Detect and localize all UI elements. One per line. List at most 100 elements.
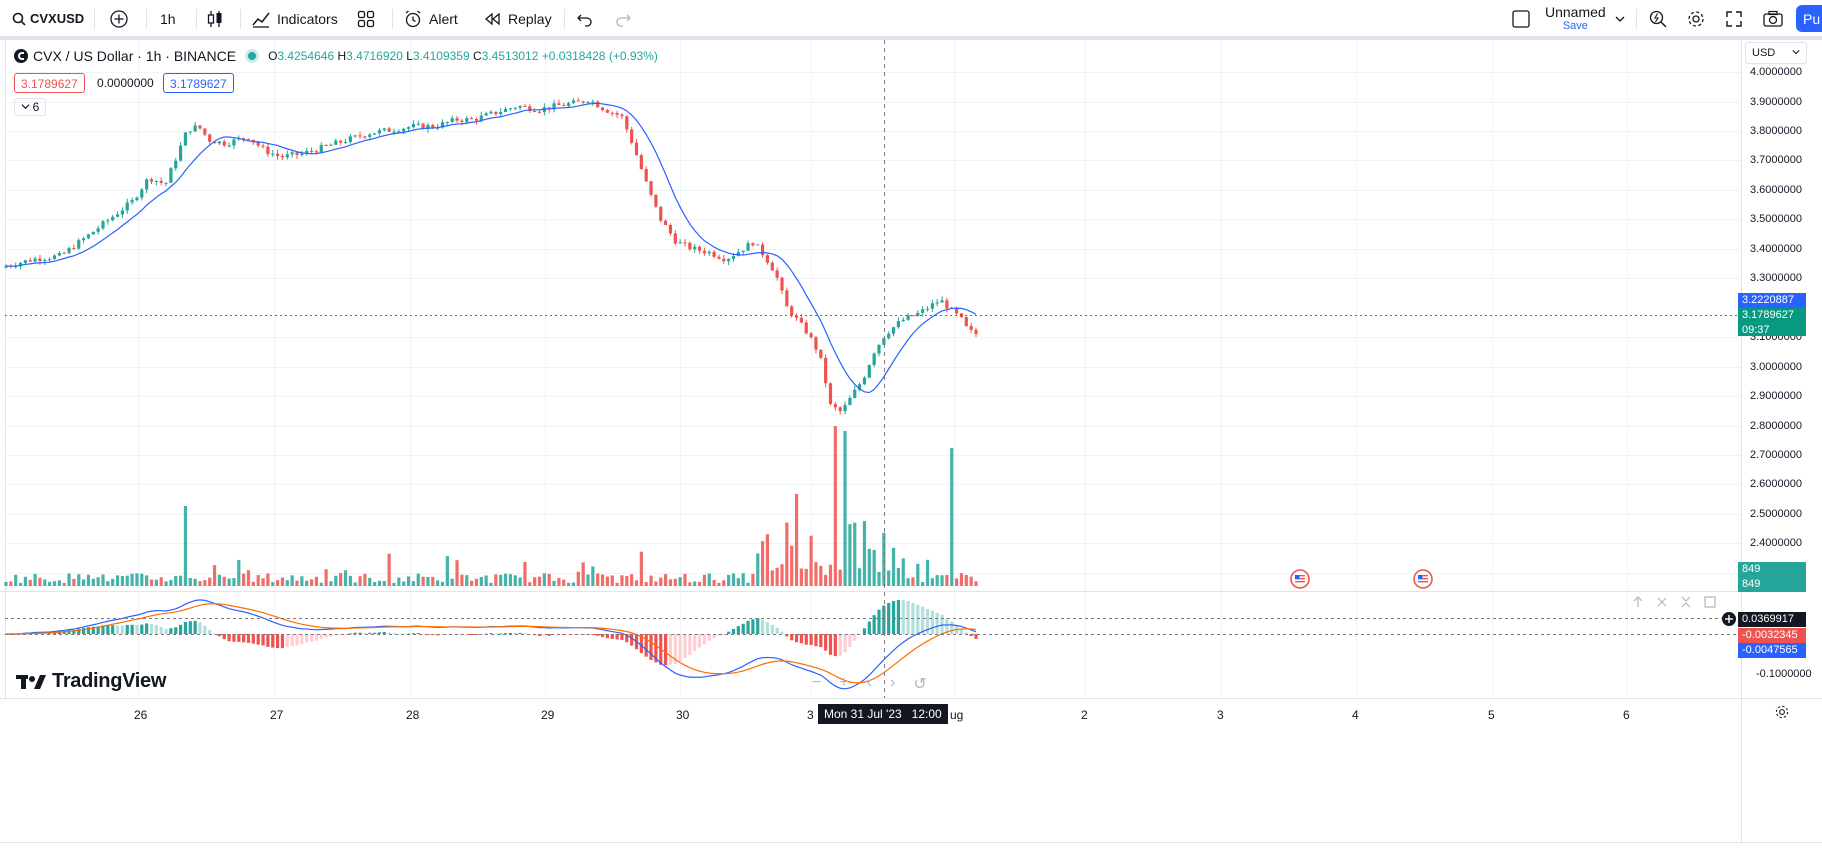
tradingview-logo[interactable]: TradingView: [16, 670, 166, 693]
macd-histogram-bar: [668, 634, 673, 665]
candle-body: [406, 127, 411, 129]
indicators-button[interactable]: Indicators: [251, 0, 338, 37]
time-axis-label: ug: [950, 708, 964, 722]
candle-body: [673, 233, 677, 244]
macd-histogram-bar: [974, 634, 978, 639]
volume-bar: [809, 535, 813, 586]
legend-title[interactable]: CVX / US Dollar · 1h · BINANCE: [33, 48, 237, 64]
volume-bar: [659, 577, 663, 586]
quick-search-button[interactable]: [1648, 0, 1668, 37]
settings-button[interactable]: [1686, 0, 1706, 37]
publish-button[interactable]: Pu: [1796, 5, 1822, 32]
buy-button[interactable]: 3.1789627: [163, 73, 234, 93]
compare-button[interactable]: [109, 0, 129, 37]
replay-button[interactable]: Replay: [484, 0, 552, 37]
scale-settings-icon[interactable]: [1774, 704, 1790, 725]
candle-body: [494, 111, 498, 115]
chart-area[interactable]: CVX / US Dollar · 1h · BINANCE O3.425464…: [0, 40, 1822, 856]
volume-bar: [625, 576, 629, 586]
macd-histogram-bar: [630, 634, 634, 646]
layout-dropdown-button[interactable]: [1614, 0, 1626, 37]
symbol-search-button[interactable]: CVXUSD: [12, 0, 84, 37]
volume-bar: [950, 448, 954, 586]
time-axis-label: 3: [1217, 708, 1224, 722]
zoom-in-icon[interactable]: +: [839, 674, 849, 691]
price-chart[interactable]: [0, 40, 1822, 856]
toolbar-shadow: [0, 37, 1822, 40]
candle-body: [804, 322, 808, 334]
volume-bar: [4, 582, 8, 586]
economic-event-us-flag-icon[interactable]: [1413, 569, 1433, 594]
macd-histogram-bar: [300, 634, 304, 645]
macd-histogram-bar: [169, 628, 173, 634]
candle-body: [111, 216, 115, 221]
interval-label: 1h: [160, 10, 176, 27]
scroll-left-icon[interactable]: ‹: [866, 674, 873, 691]
volume-bars: [4, 426, 978, 586]
volume-bar: [484, 575, 488, 586]
candle-body: [945, 300, 949, 309]
undo-icon: [576, 10, 594, 28]
chart-navigation-controls: − + ‹ › ↺: [812, 674, 927, 694]
macd-histogram-bar: [843, 634, 847, 653]
add-alert-icon[interactable]: [1721, 611, 1737, 632]
chart-legend: CVX / US Dollar · 1h · BINANCE O3.425464…: [14, 48, 658, 64]
zoom-out-icon[interactable]: −: [812, 674, 822, 691]
candle-body: [67, 248, 71, 254]
macd-histogram-bar: [470, 634, 474, 635]
undo-button[interactable]: [576, 0, 594, 37]
volume-bar: [38, 577, 42, 586]
candle-body: [911, 315, 915, 317]
close-pane-icon[interactable]: [1654, 594, 1670, 615]
candle-body: [174, 160, 178, 169]
redo-button[interactable]: [614, 0, 632, 37]
sell-button[interactable]: 3.1789627: [14, 73, 85, 93]
macd-histogram-bar: [717, 634, 721, 636]
publish-label: Pu: [1803, 10, 1821, 27]
economic-event-us-flag-icon[interactable]: [1290, 569, 1310, 594]
candle-body: [373, 133, 377, 135]
macd-histogram-bar: [683, 634, 687, 658]
interval-button[interactable]: 1h: [160, 0, 176, 37]
layout-menu-button[interactable]: Unnamed Save: [1545, 0, 1606, 37]
candle-body: [368, 134, 372, 137]
time-axis-label: 29: [541, 708, 555, 722]
snapshot-button[interactable]: [1762, 0, 1784, 37]
macd-histogram-bar: [179, 624, 183, 634]
volume-bar: [916, 563, 920, 586]
move-pane-up-icon[interactable]: [1630, 594, 1646, 615]
macd-histogram-bar: [916, 604, 920, 634]
reset-chart-icon[interactable]: ↺: [913, 676, 927, 693]
price-axis-label: 2.9000000: [1750, 390, 1802, 402]
macd-histogram-bar: [440, 634, 445, 635]
volume-bar: [256, 575, 260, 586]
alert-button[interactable]: Alert: [403, 0, 458, 37]
macd-histogram-bar: [673, 634, 677, 665]
volume-bar: [343, 570, 348, 586]
price-axis-label: 2.7000000: [1750, 449, 1802, 461]
volume-bar: [547, 573, 551, 586]
macd-histogram: [4, 599, 978, 666]
candle-body: [465, 118, 469, 122]
macd-histogram-bar: [411, 633, 415, 635]
scroll-right-icon[interactable]: ›: [890, 674, 896, 691]
collapse-pane-icon[interactable]: [1678, 594, 1694, 615]
chart-type-button[interactable]: [204, 0, 226, 37]
candle-body: [867, 365, 871, 378]
macd-histogram-bar: [644, 634, 648, 657]
macd-histogram-bar: [382, 631, 386, 634]
maximize-pane-icon[interactable]: [1702, 594, 1718, 615]
currency-selector[interactable]: USD: [1745, 42, 1807, 64]
fullscreen-button[interactable]: [1724, 0, 1744, 37]
volume-bar: [586, 574, 590, 586]
volume-bar: [557, 577, 561, 586]
macd-histogram-bar: [120, 625, 124, 634]
candle-body: [159, 180, 163, 183]
candle-body: [654, 194, 658, 207]
templates-button[interactable]: [356, 0, 376, 37]
layout-checkbox[interactable]: [1511, 0, 1531, 37]
legend-collapse-button[interactable]: 6: [14, 98, 46, 116]
time-axis-label: 6: [1623, 708, 1630, 722]
moving-average-line: [5, 102, 977, 394]
ma-price-tag: 3.2220887: [1738, 293, 1806, 308]
